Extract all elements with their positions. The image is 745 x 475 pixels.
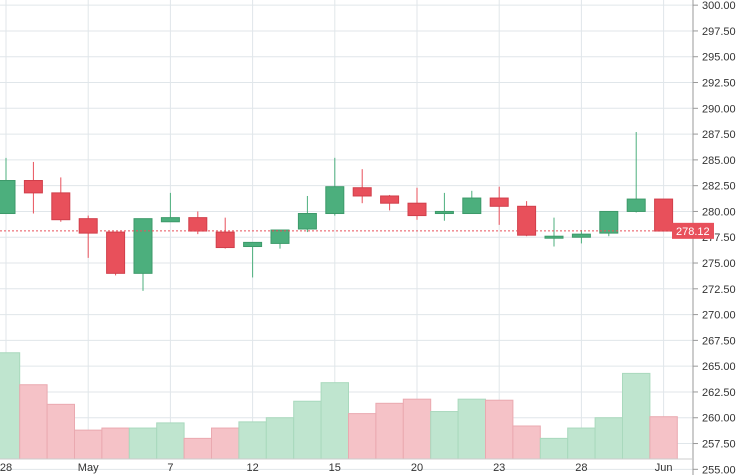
y-tick-label: 290.00 [702,103,736,115]
volume-bar [457,398,487,460]
candles [0,132,674,291]
volume-bar [74,429,103,460]
volume-bar [375,402,404,460]
volume-bar [265,417,295,460]
x-tick-label: Jun [655,462,673,474]
x-tick-label: 12 [246,462,258,474]
candle-body [243,241,263,248]
y-tick-label: 285.00 [702,155,736,167]
candle-body [434,210,454,215]
candle-body [23,180,43,194]
last-price-marker: 278.12 [0,222,714,239]
volume-bar [539,437,569,460]
y-axis: 300.00 297.50 295.00 292.50 290.00 287.50 285.… [692,0,736,475]
y-tick-label: 270.00 [702,310,736,322]
candle-body [188,217,208,232]
candle-body [407,202,427,217]
candle-body [380,195,400,204]
x-tick-label: 15 [329,462,341,474]
candle-body [215,231,235,249]
y-tick-label: 267.50 [702,335,736,347]
y-tick-label: 275.00 [702,258,736,270]
candle-body [78,218,98,234]
volume-bar [594,417,623,460]
volume-bar [402,398,432,460]
y-tick-label: 295.00 [702,52,736,64]
x-tick-label: 28 [575,462,587,474]
y-tick-label: 300.00 [702,0,736,12]
volume-bar [128,427,158,460]
y-tick-label: 292.50 [702,78,736,90]
y-tick-label: 265.00 [702,361,736,373]
y-tick-label: 280.00 [702,206,736,218]
candle-body [517,205,537,236]
candle-body [160,217,180,223]
candle-body [133,218,153,274]
x-tick-label: 28 [0,462,12,474]
volume-bar [46,403,75,460]
candle-body [297,213,317,230]
x-axis: 28 May 7 12 15 20 23 28 Jun [0,458,693,474]
candle-body [489,197,509,207]
volume-bar [622,372,651,460]
volume-bar [320,382,350,460]
volume-bar [211,427,240,460]
candle-body [270,229,290,244]
volume-bar [512,425,541,460]
y-tick-label: 257.50 [702,439,736,451]
x-tick-label: 23 [493,462,505,474]
x-tick-label: 7 [167,462,173,474]
volume-bar [183,437,213,460]
candle-body [106,231,126,274]
x-tick-label: 20 [411,462,423,474]
volume-bar [238,421,267,460]
volume-bar [649,416,678,460]
candle-body [571,233,591,238]
last-price-label: 278.12 [676,226,710,238]
y-tick-label: 287.50 [702,129,736,141]
candle-body [654,198,674,232]
y-tick-label: 260.00 [702,413,736,425]
volume-bar [156,422,185,460]
volume-bar [19,384,48,460]
last-price-box [672,222,714,239]
volume-bar [101,427,130,460]
y-tick-label: 262.50 [702,387,736,399]
candle-body [626,198,646,212]
candle-body [352,187,372,197]
candle-body [51,192,71,221]
volume-bar [0,352,21,460]
candle-body [544,235,564,239]
x-tick-label: May [78,462,99,474]
volume-bar [293,400,322,460]
volume-bar [348,413,377,460]
y-tick-label: 282.50 [702,181,736,193]
candle-body [599,210,619,234]
y-tick-label: 255.00 [702,464,736,475]
candle-body [325,186,345,215]
y-tick-label: 272.50 [702,284,736,296]
volume-bar [430,411,459,460]
volume-bars [0,352,678,460]
volume-bar [567,427,596,460]
volume-bar [485,399,514,460]
candle-body [462,197,482,215]
candle-body [0,180,16,215]
y-tick-label: 297.50 [702,26,736,38]
